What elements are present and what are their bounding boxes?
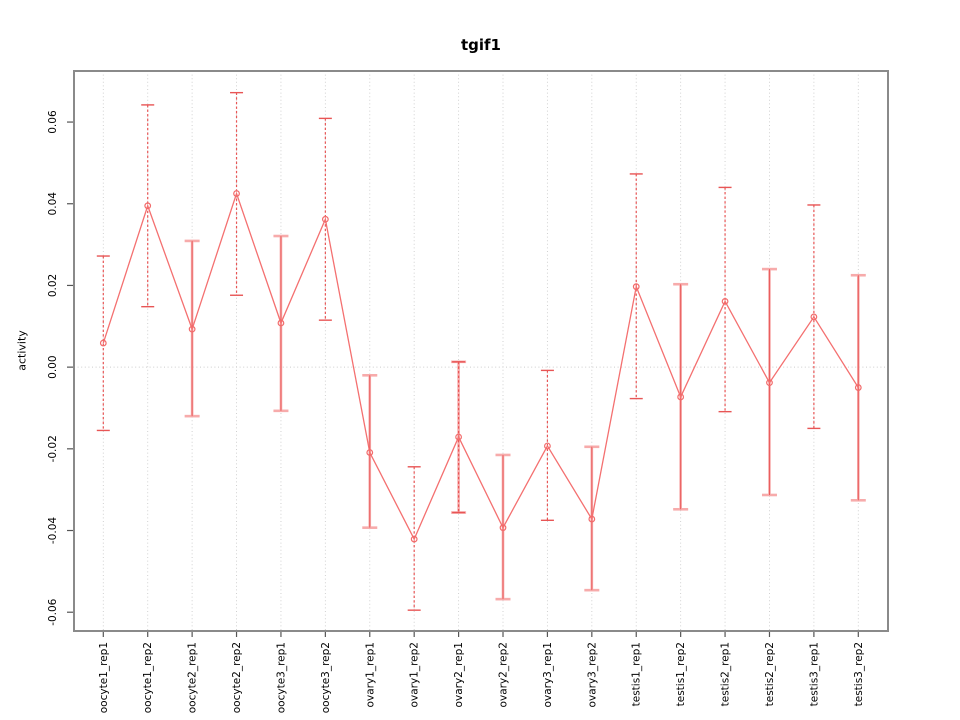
data-point-marker — [277, 319, 285, 327]
y-tick-label: -0.02 — [47, 435, 59, 462]
x-tick-label: ovary3_rep1 — [542, 642, 554, 707]
data-point-marker — [455, 433, 462, 441]
y-tick-label: 0.06 — [47, 110, 59, 134]
x-tick-label: testis2_rep2 — [764, 642, 776, 706]
data-point-marker — [677, 393, 685, 401]
x-tick-label: oocyte3_rep2 — [320, 642, 332, 713]
data-point-marker — [233, 190, 240, 197]
data-point-marker — [721, 297, 729, 305]
x-tick-label: testis3_rep1 — [808, 642, 820, 706]
data-point-marker — [99, 339, 107, 347]
series-line — [102, 191, 859, 541]
y-tick-label: -0.06 — [47, 598, 59, 625]
data-point-marker — [321, 215, 329, 223]
x-tick-label: testis1_rep2 — [675, 642, 687, 706]
data-point-marker — [544, 442, 551, 450]
data-point-marker — [588, 515, 596, 523]
x-tick-label: ovary1_rep2 — [409, 642, 421, 707]
data-point-marker — [632, 283, 640, 291]
x-tick-label: testis3_rep2 — [853, 642, 865, 706]
x-tick-label: ovary2_rep2 — [498, 642, 510, 707]
y-tick-label: 0.04 — [47, 192, 59, 216]
data-point-marker — [766, 379, 773, 387]
x-tick-label: testis1_rep1 — [631, 642, 643, 706]
x-tick-label: oocyte3_rep1 — [275, 642, 287, 713]
chart-title: tgif1 — [460, 36, 501, 54]
y-tick-label: 0.00 — [47, 355, 59, 378]
data-point-marker — [410, 535, 418, 543]
data-point-marker — [854, 384, 862, 391]
data-point-marker — [366, 449, 374, 456]
x-tick-label: oocyte1_rep2 — [142, 642, 154, 713]
data-point-marker — [499, 524, 507, 532]
y-tick-label: 0.02 — [47, 274, 59, 297]
x-tick-label: oocyte2_rep1 — [187, 642, 199, 713]
x-tick-label: oocyte1_rep1 — [98, 642, 110, 713]
x-tick-label: ovary3_rep2 — [586, 642, 598, 707]
x-tick-label: ovary1_rep1 — [364, 642, 376, 707]
x-tick-label: oocyte2_rep2 — [231, 642, 243, 713]
x-tick-label: ovary2_rep1 — [453, 642, 465, 707]
plot-border — [73, 70, 889, 632]
data-point-marker — [810, 313, 818, 321]
data-point-marker — [144, 202, 152, 210]
data-point-marker — [188, 325, 196, 333]
y-tick-label: -0.04 — [47, 517, 59, 544]
x-tick-label: testis2_rep1 — [720, 642, 732, 706]
